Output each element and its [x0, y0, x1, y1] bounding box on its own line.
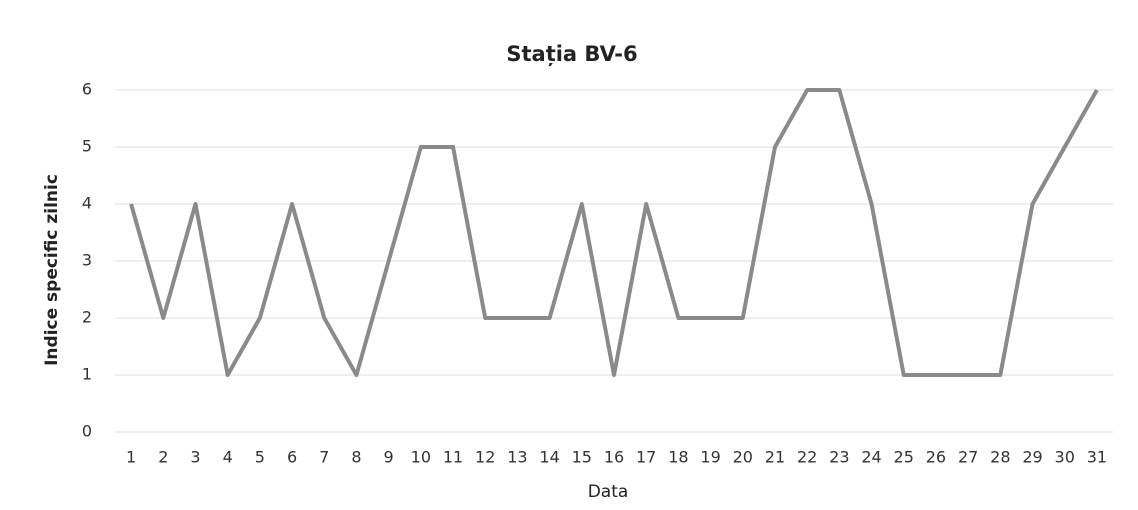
- x-tick-label: 4: [223, 448, 233, 467]
- x-tick-label: 7: [319, 448, 329, 467]
- x-tick-label: 24: [861, 448, 881, 467]
- x-tick-label: 12: [475, 448, 495, 467]
- x-tick-label: 11: [443, 448, 463, 467]
- x-tick-label: 2: [158, 448, 168, 467]
- x-tick-label: 10: [411, 448, 431, 467]
- y-tick-label: 2: [82, 308, 92, 327]
- x-tick-label: 28: [990, 448, 1010, 467]
- x-tick-label: 1: [126, 448, 136, 467]
- x-tick-label: 13: [507, 448, 527, 467]
- x-axis-title: Data: [588, 482, 629, 502]
- x-tick-label: 26: [926, 448, 946, 467]
- y-tick-label: 3: [82, 251, 92, 270]
- y-axis-title: Indice specific zilnic: [42, 174, 62, 366]
- x-tick-label: 25: [894, 448, 914, 467]
- x-tick-label: 30: [1055, 448, 1075, 467]
- x-tick-label: 3: [190, 448, 200, 467]
- x-tick-label: 8: [351, 448, 361, 467]
- x-tick-label: 17: [636, 448, 656, 467]
- y-tick-label: 5: [82, 137, 92, 156]
- data-line: [129, 88, 1099, 377]
- chart-title: Stația BV-6: [506, 42, 637, 67]
- x-tick-label: 6: [287, 448, 297, 467]
- x-tick-label: 18: [668, 448, 688, 467]
- x-tick-label: 14: [539, 448, 559, 467]
- y-tick-label: 6: [82, 80, 92, 99]
- x-tick-label: 16: [604, 448, 624, 467]
- y-tick-label: 0: [82, 422, 92, 441]
- x-tick-label: 27: [958, 448, 978, 467]
- x-tick-label: 20: [733, 448, 753, 467]
- x-tick-label: 29: [1022, 448, 1042, 467]
- x-tick-label: 22: [797, 448, 817, 467]
- x-tick-label: 15: [572, 448, 592, 467]
- y-tick-label: 4: [82, 194, 92, 213]
- x-tick-label: 9: [384, 448, 394, 467]
- y-tick-label: 1: [82, 365, 92, 384]
- x-tick-label: 23: [829, 448, 849, 467]
- x-tick-label: 21: [765, 448, 785, 467]
- x-tick-label: 5: [255, 448, 265, 467]
- x-tick-label: 19: [700, 448, 720, 467]
- x-tick-label: 31: [1087, 448, 1107, 467]
